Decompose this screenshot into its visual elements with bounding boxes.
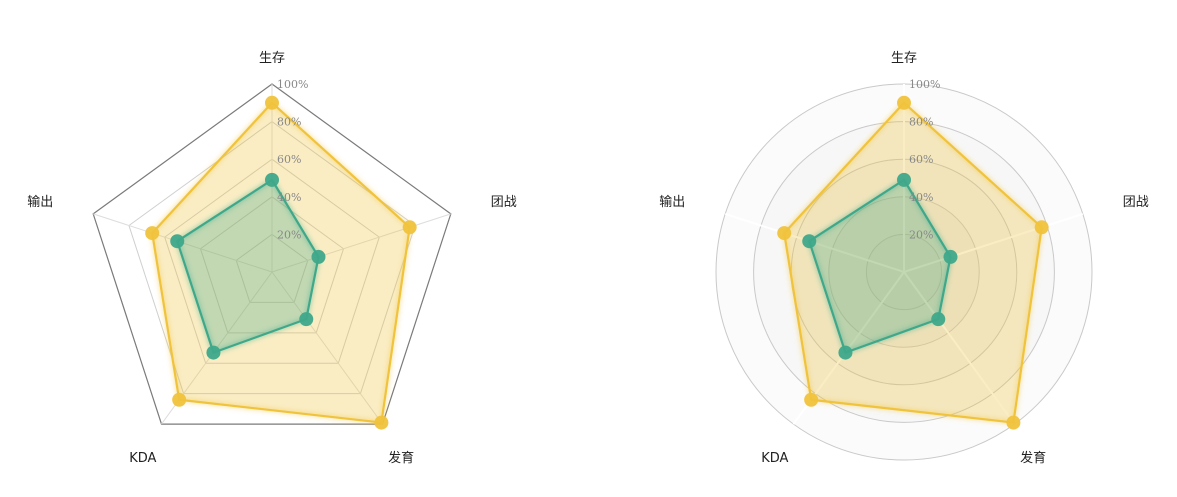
radar-data-point[interactable] [172,392,187,407]
radar-data-point[interactable] [206,345,221,360]
radar-tick-label: 100% [277,78,308,91]
radar-indicator-label: 发育 [388,450,414,466]
radar-series-1 [777,95,1049,430]
radar-series-area [784,102,1042,423]
radar-indicator-label: 输出 [659,194,685,210]
radar-axis-line [903,212,1084,273]
radar-series-area [177,179,319,353]
radar-axis-line [903,271,1016,425]
radar-series-area [809,179,951,353]
radar-indicator-label: KDA [129,451,156,466]
radar-tick-label: 80% [277,116,301,129]
radar-indicator-label: 生存 [259,51,285,66]
radar-tick-label: 40% [909,191,933,204]
radar-data-point[interactable] [311,249,326,264]
radar-series-line [808,178,952,354]
radar-grid-outer [92,83,452,425]
radar-data-point[interactable] [777,226,792,241]
radar-series-line [783,101,1043,424]
radar-indicator-label: 团战 [491,195,517,210]
radar-tick-label: 60% [277,153,301,166]
radar-grid-level [235,233,309,303]
radar-data-point[interactable] [1006,415,1021,430]
radar-data-point[interactable] [374,415,389,430]
radar-tick-label: 40% [277,191,301,204]
radar-tick-label: 80% [909,116,933,129]
radar-indicator-label: 生存 [891,51,917,66]
radar-indicator-label: 发育 [1020,450,1046,466]
radar-grid [715,83,1093,461]
radar-data-point[interactable] [802,234,817,249]
radar-series-line [151,101,411,424]
radar-data-point[interactable] [804,392,819,407]
radar-data-point[interactable] [897,172,911,187]
radar-data-point[interactable] [931,312,946,327]
radar-axis-line [271,271,383,425]
radar-axis-line [271,213,451,273]
radar-grid-level [164,158,380,364]
radar-series-2 [802,172,958,360]
radar-tick-label: 60% [909,153,933,166]
radar-indicator-label: KDA [761,451,788,466]
radar-tick-label: 20% [909,228,933,241]
radar-data-point[interactable] [897,95,911,110]
radar-data-point[interactable] [943,249,958,264]
radar-data-point[interactable] [265,95,279,110]
radar-series-line [176,178,320,354]
radar-indicator-label: 团战 [1123,195,1149,210]
radar-indicator-label: 输出 [27,194,53,210]
radar-tick-label: 20% [277,228,301,241]
radar-series-1 [145,95,417,430]
radar-series-2 [170,172,326,360]
radar-data-point[interactable] [838,345,853,360]
radar-tick-label: 100% [909,78,940,91]
radar-data-point[interactable] [145,226,160,241]
radar-series-area [152,102,410,423]
radar-data-point[interactable] [170,234,185,249]
radar-data-point[interactable] [299,312,314,327]
radar-data-point[interactable] [1034,220,1049,235]
radar-data-point[interactable] [402,220,417,235]
radar-data-point[interactable] [265,172,279,187]
